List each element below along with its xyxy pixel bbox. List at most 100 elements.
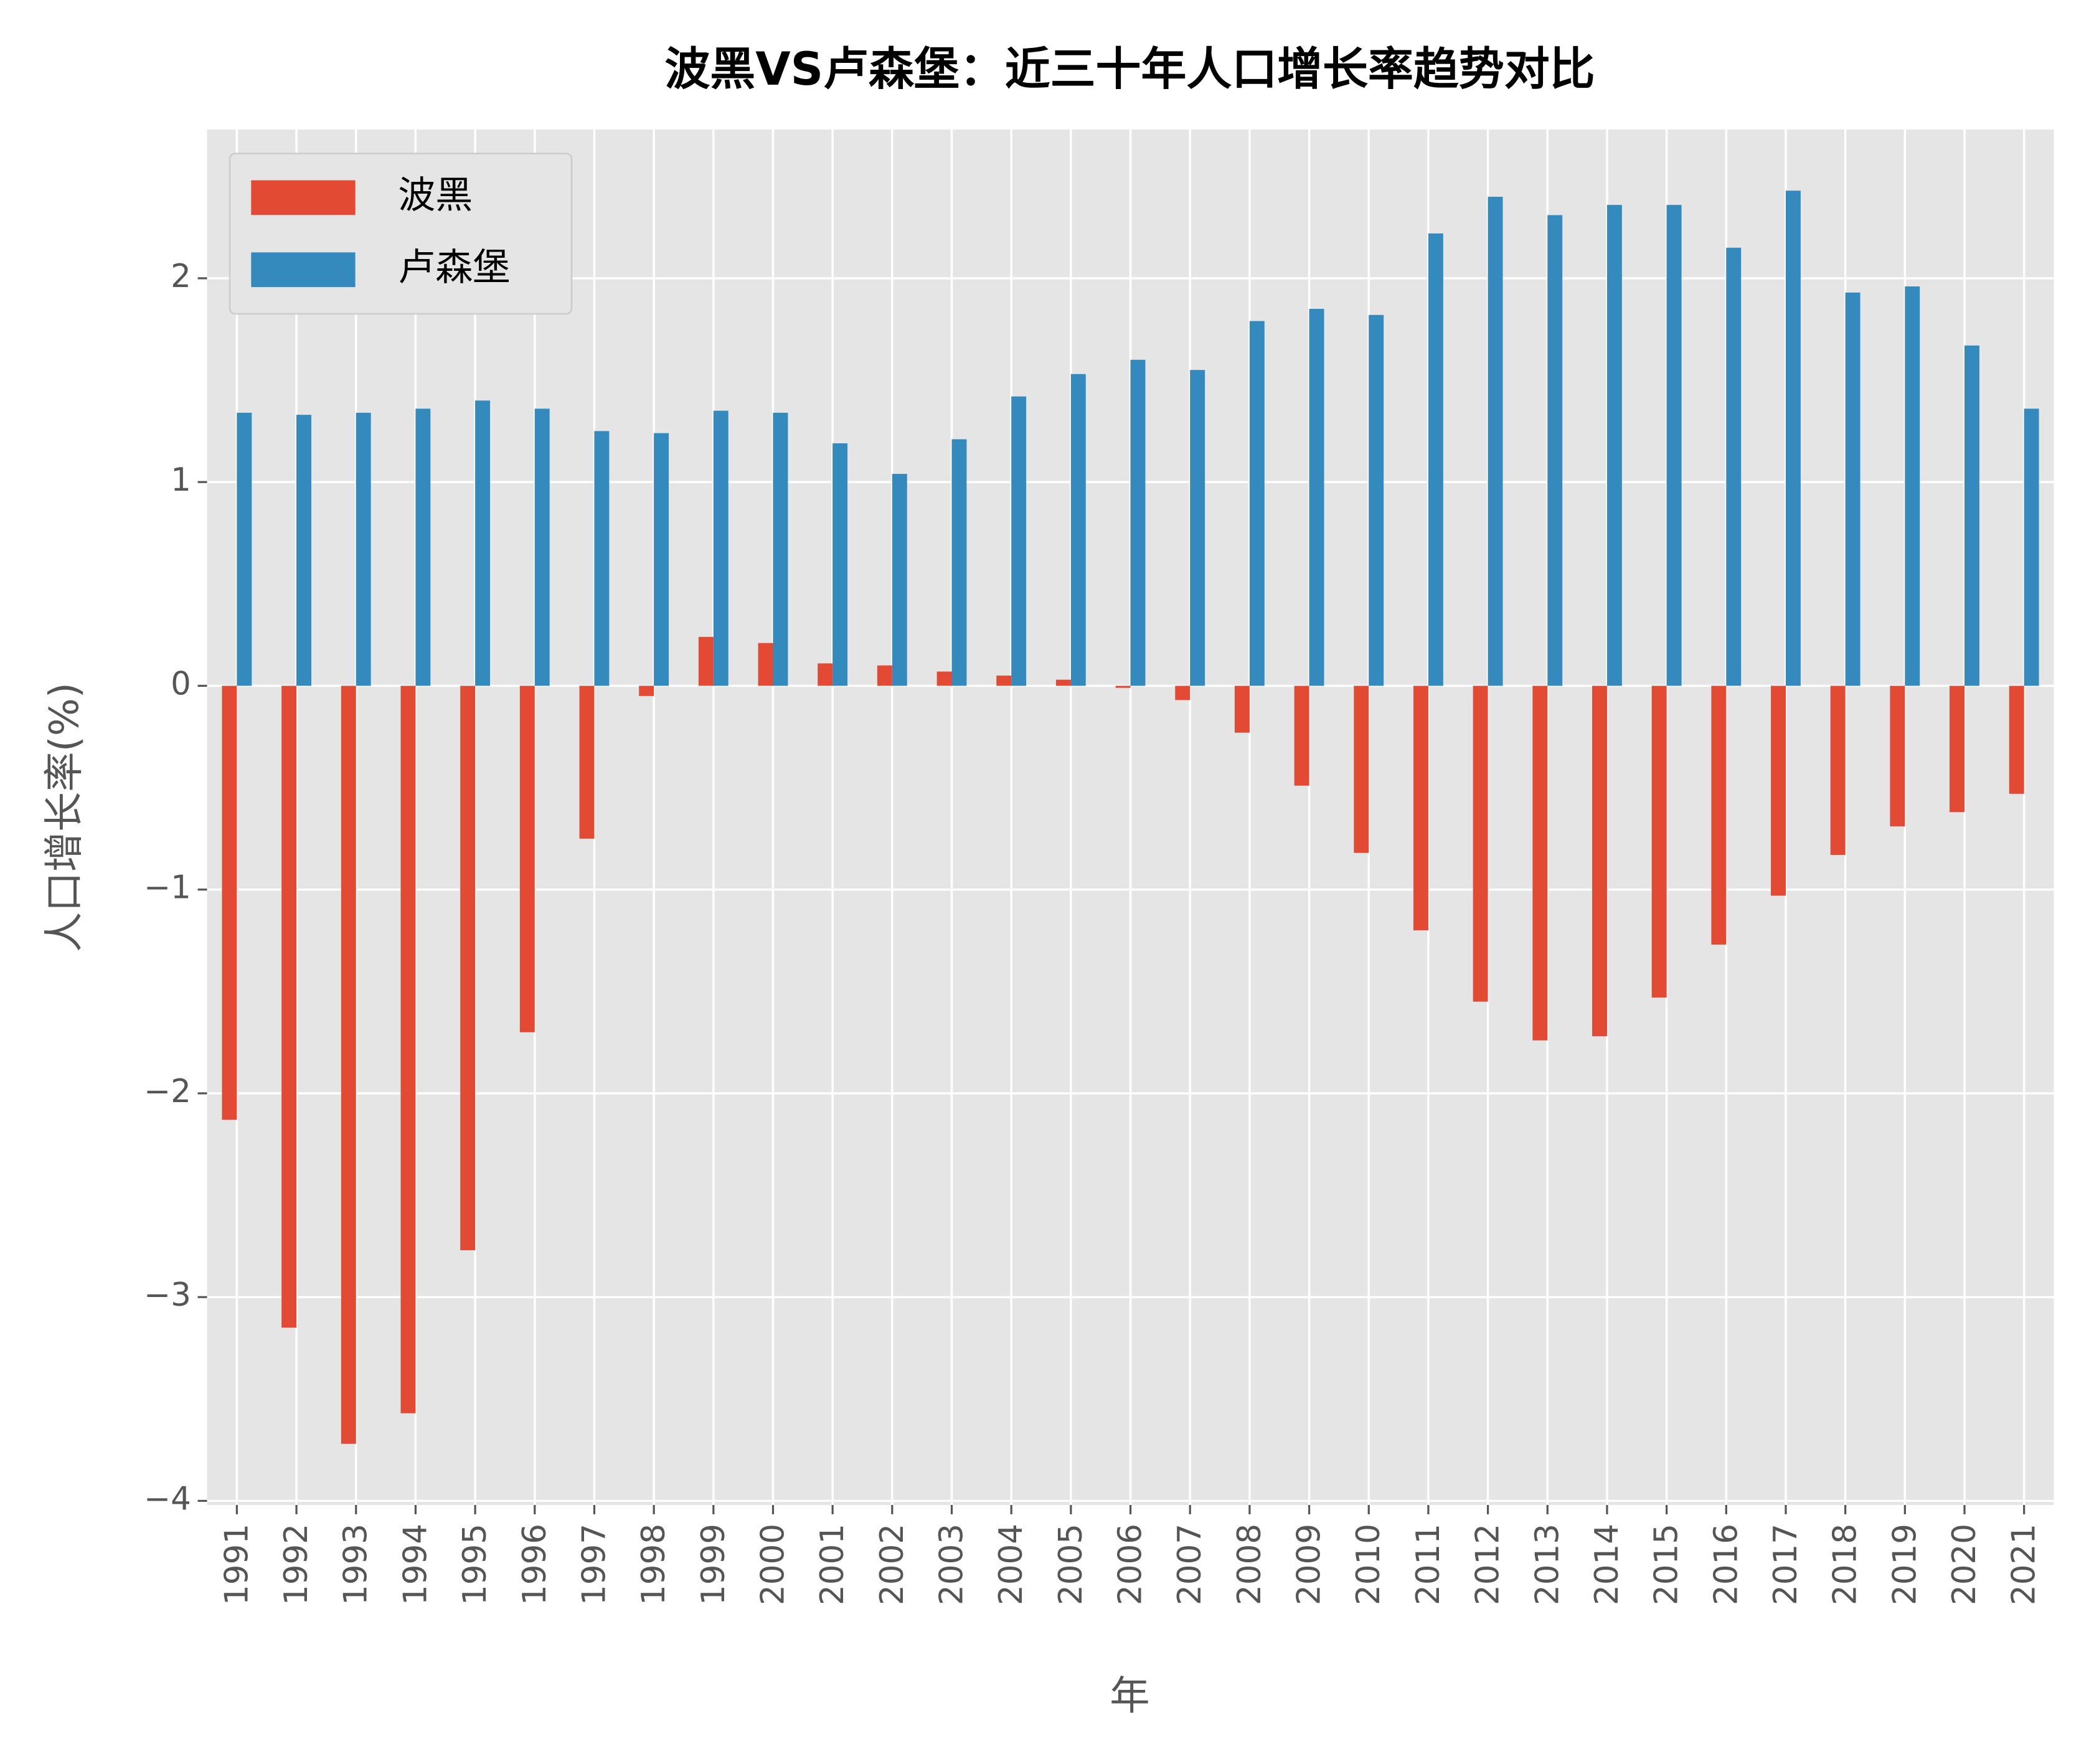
bar bbox=[1950, 686, 1965, 813]
bar bbox=[594, 431, 610, 686]
bar bbox=[1532, 686, 1548, 1040]
bar bbox=[877, 665, 892, 686]
bar bbox=[534, 408, 550, 686]
x-tick-label: 2020 bbox=[1946, 1524, 1983, 1605]
x-tick-label: 2014 bbox=[1588, 1524, 1626, 1605]
bar bbox=[237, 412, 252, 686]
chart-title: 波黑VS卢森堡：近三十年人口增长率趋势对比 bbox=[664, 43, 1595, 96]
legend-swatch bbox=[251, 252, 356, 288]
bar bbox=[832, 443, 848, 686]
x-tick-label: 2005 bbox=[1052, 1524, 1090, 1605]
bar bbox=[341, 686, 356, 1444]
x-tick-label: 2019 bbox=[1886, 1524, 1923, 1605]
bar bbox=[281, 686, 297, 1328]
x-tick-label: 2011 bbox=[1410, 1524, 1447, 1605]
bar bbox=[1055, 679, 1071, 686]
x-tick-label: 2004 bbox=[993, 1524, 1030, 1605]
x-tick-label: 2013 bbox=[1529, 1524, 1566, 1605]
x-tick-label: 2009 bbox=[1291, 1524, 1328, 1605]
bar bbox=[758, 643, 773, 686]
bar bbox=[1606, 205, 1622, 686]
bar bbox=[356, 412, 371, 686]
bar bbox=[1309, 309, 1324, 686]
bar bbox=[936, 671, 952, 686]
bar bbox=[1666, 205, 1682, 686]
x-tick-label: 1991 bbox=[218, 1524, 255, 1605]
bar bbox=[1726, 247, 1742, 686]
bar bbox=[1369, 314, 1384, 686]
bar bbox=[519, 686, 535, 1032]
bar bbox=[1354, 686, 1369, 853]
bar bbox=[818, 663, 833, 686]
bars bbox=[222, 191, 2039, 1444]
x-tick-label: 2012 bbox=[1469, 1524, 1507, 1605]
x-tick-label: 2016 bbox=[1707, 1524, 1745, 1605]
x-tick-label: 1998 bbox=[635, 1524, 672, 1605]
x-tick-label: 2003 bbox=[933, 1524, 971, 1605]
x-tick-label: 2015 bbox=[1648, 1524, 1686, 1605]
bar bbox=[1547, 215, 1563, 686]
x-tick-label: 1996 bbox=[516, 1524, 554, 1605]
bar bbox=[773, 412, 788, 686]
bar bbox=[475, 400, 491, 686]
bar bbox=[460, 686, 476, 1250]
bar bbox=[1011, 396, 1027, 686]
bar bbox=[1964, 345, 1979, 686]
bar bbox=[1488, 197, 1503, 686]
x-tick-label: 2017 bbox=[1767, 1524, 1804, 1605]
bar bbox=[1771, 686, 1786, 896]
y-tick-label: 0 bbox=[171, 665, 191, 702]
x-tick-label: 2001 bbox=[814, 1524, 851, 1605]
x-tick-label: 2002 bbox=[874, 1524, 911, 1605]
bar bbox=[639, 686, 654, 696]
bar bbox=[1830, 686, 1846, 856]
y-tick-label: −3 bbox=[144, 1276, 191, 1314]
bar bbox=[1785, 191, 1801, 686]
x-tick-label: 1992 bbox=[278, 1524, 315, 1605]
bar bbox=[1413, 686, 1428, 931]
y-axis-label: 人口增长率(%) bbox=[41, 682, 88, 952]
y-tick-label: −4 bbox=[144, 1480, 191, 1517]
bar bbox=[1592, 686, 1607, 1037]
bar bbox=[1428, 233, 1443, 686]
y-tick-label: 2 bbox=[171, 258, 191, 295]
bar bbox=[951, 439, 967, 686]
bar bbox=[415, 408, 431, 686]
x-tick-label: 2010 bbox=[1350, 1524, 1387, 1605]
bar bbox=[1190, 370, 1205, 686]
x-tick-label: 2021 bbox=[2006, 1524, 2043, 1605]
bar bbox=[1905, 286, 1920, 686]
y-tick-label: 1 bbox=[171, 461, 191, 499]
bar bbox=[1115, 686, 1131, 688]
bar bbox=[1249, 321, 1265, 686]
bar bbox=[296, 415, 311, 686]
x-tick-label: 1993 bbox=[337, 1524, 375, 1605]
bar bbox=[996, 676, 1012, 686]
bar bbox=[698, 636, 714, 686]
bar bbox=[400, 686, 416, 1413]
bar bbox=[654, 433, 669, 686]
y-tick-label: −2 bbox=[144, 1073, 191, 1110]
bar bbox=[1473, 686, 1488, 1002]
bar bbox=[222, 686, 237, 1120]
bar bbox=[1890, 686, 1905, 827]
x-tick-label: 1995 bbox=[456, 1524, 494, 1605]
bar bbox=[579, 686, 595, 839]
bar bbox=[1651, 686, 1667, 998]
x-tick-label: 2008 bbox=[1231, 1524, 1268, 1605]
legend-label: 波黑 bbox=[398, 174, 473, 217]
x-tick-label: 1994 bbox=[397, 1524, 434, 1605]
bar bbox=[1845, 292, 1861, 686]
bar bbox=[1234, 686, 1250, 733]
x-tick-label: 2006 bbox=[1112, 1524, 1149, 1605]
legend-label: 卢森堡 bbox=[398, 246, 510, 290]
bar bbox=[1070, 374, 1086, 686]
x-axis-label: 年 bbox=[1110, 1672, 1149, 1719]
bar bbox=[1130, 359, 1146, 686]
bar bbox=[713, 410, 729, 686]
bar bbox=[2024, 408, 2039, 686]
bar bbox=[1711, 686, 1727, 945]
x-tick-label: 1999 bbox=[695, 1524, 732, 1605]
legend-swatch bbox=[251, 180, 356, 215]
